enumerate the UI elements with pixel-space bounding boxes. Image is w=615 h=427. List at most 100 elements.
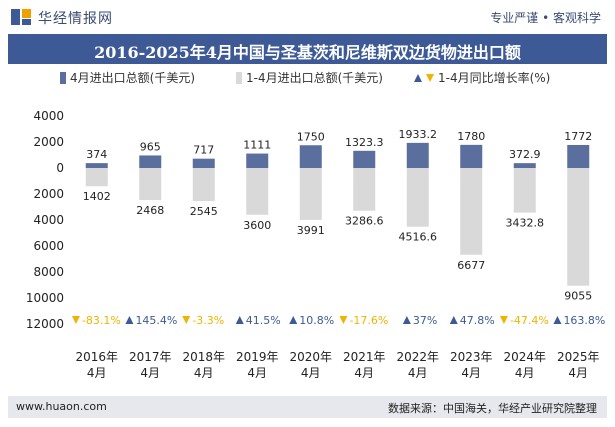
x-tick-label: 2018年 [182, 350, 225, 364]
rate-label: -47.4% [510, 314, 549, 327]
legend-up-triangle-icon [414, 74, 422, 82]
rate-label: 10.8% [299, 314, 334, 327]
bar-jan-apr-label: 9055 [564, 290, 592, 303]
rate-down-triangle-icon [71, 316, 80, 324]
bar-jan-apr-label: 1402 [83, 190, 111, 203]
rate-label: -83.1% [82, 314, 121, 327]
x-tick-label: 4月 [301, 366, 321, 380]
x-tick-label: 2025年 [557, 350, 600, 364]
rate-label: 163.8% [563, 314, 605, 327]
bar-jan-apr [460, 168, 483, 255]
rate-label: 37% [413, 314, 437, 327]
bar-april-label: 717 [193, 144, 214, 157]
y-tick-label: 2000 [33, 135, 64, 149]
bar-april-label: 1323.3 [345, 136, 384, 149]
brand-name[interactable]: 华经情报网 [38, 11, 113, 27]
x-tick-label: 4月 [515, 366, 535, 380]
rate-up-triangle-icon [235, 316, 244, 324]
bar-april [139, 155, 162, 168]
bar-april [246, 153, 269, 168]
top-bar: 华经情报网 专业严谨 • 客观科学 [0, 0, 615, 34]
rate-label: 47.8% [460, 314, 495, 327]
bar-april [567, 144, 590, 168]
bar-jan-apr [406, 168, 429, 227]
legend-label-2: 1-4月进出口总额(千美元) [246, 71, 383, 85]
legend: 4月进出口总额(千美元) 1-4月进出口总额(千美元) 1-4月同比增长率(%) [60, 70, 550, 85]
bar-april-label: 1780 [457, 130, 485, 143]
bar-april [299, 145, 322, 168]
bar-jan-apr-label: 3286.6 [345, 215, 384, 228]
x-tick-label: 2024年 [503, 350, 546, 364]
legend-label-3: 1-4月同比增长率(%) [438, 70, 550, 85]
rate-up-triangle-icon [289, 316, 298, 324]
y-axis: 4000 2000 0 2000 4000 6000 8000 10000 12000 [26, 109, 64, 331]
bar-jan-apr [85, 168, 108, 187]
bar-april [353, 150, 376, 168]
x-tick-label: 2020年 [289, 350, 332, 364]
rate-down-triangle-icon [339, 316, 348, 324]
bar-april [460, 144, 483, 168]
chart: 4月进出口总额(千美元) 1-4月进出口总额(千美元) 1-4月同比增长率(%) 4… [26, 70, 606, 380]
x-tick-label: 4月 [354, 366, 374, 380]
y-tick-label: 6000 [33, 239, 64, 253]
bar-april-label: 965 [140, 140, 161, 153]
bar-jan-apr-label: 6677 [457, 259, 485, 272]
x-tick-label: 2019年 [236, 350, 279, 364]
y-tick-label: 10000 [26, 291, 64, 305]
x-tick-label: 4月 [408, 366, 428, 380]
rate-down-triangle-icon [182, 316, 191, 324]
rate-down-triangle-icon [499, 316, 508, 324]
legend-swatch-2 [236, 72, 242, 84]
rate-label: 41.5% [246, 314, 281, 327]
bar-jan-apr [513, 168, 536, 213]
website-link[interactable]: www.huaon.com [16, 400, 107, 413]
x-tick-label: 2016年 [75, 350, 118, 364]
y-tick-label: 12000 [26, 317, 64, 331]
bar-april-label: 1933.2 [399, 128, 438, 141]
legend-label-1: 4月进出口总额(千美元) [70, 71, 195, 85]
x-tick-label: 4月 [87, 366, 107, 380]
x-tick-label: 2021年 [343, 350, 386, 364]
bar-jan-apr [567, 168, 590, 286]
footer: www.huaon.com 数据来源：中国海关，华经产业研究院整理 [8, 396, 607, 418]
rate-label: 145.4% [135, 314, 177, 327]
huajing-logo-icon [11, 9, 31, 25]
data-source: 数据来源：中国海关，华经产业研究院整理 [388, 402, 597, 415]
bar-april-label: 1111 [243, 139, 271, 152]
bar-jan-apr [299, 168, 322, 220]
y-tick-label: 8000 [33, 265, 64, 279]
legend-down-triangle-icon [426, 74, 434, 82]
x-tick-label: 4月 [568, 366, 588, 380]
growth-rates: -83.1% 145.4% -3.3% 41.5% 10.8% -17.6% 37% 47.8… [71, 314, 605, 327]
bar-jan-apr-label: 2545 [190, 205, 218, 218]
bar-jan-apr-label: 2468 [136, 204, 164, 217]
y-tick-label: 2000 [33, 187, 64, 201]
y-tick-label: 0 [56, 161, 64, 175]
rate-up-triangle-icon [125, 316, 134, 324]
x-tick-label: 2023年 [450, 350, 493, 364]
y-tick-label: 4000 [33, 109, 64, 123]
bar-jan-apr [139, 168, 162, 201]
rate-up-triangle-icon [553, 316, 562, 324]
bar-jan-apr-label: 3991 [297, 224, 325, 237]
bars: 374 1402 965 2468 717 2545 1111 3600 1750 3991 132… [83, 128, 593, 303]
bar-april-label: 374 [86, 148, 107, 161]
bar-jan-apr [353, 168, 376, 211]
title-bar: 2016-2025年4月中国与圣基茨和尼维斯双边货物进出口额 [8, 34, 607, 64]
bar-april [192, 158, 215, 168]
rate-label: -3.3% [192, 314, 224, 327]
x-tick-label: 4月 [247, 366, 267, 380]
chart-title: 2016-2025年4月中国与圣基茨和尼维斯双边货物进出口额 [94, 43, 521, 62]
bar-jan-apr-label: 4516.6 [399, 231, 438, 244]
bar-jan-apr [246, 168, 269, 215]
rate-label: -17.6% [349, 314, 388, 327]
x-tick-label: 2022年 [396, 350, 439, 364]
bar-jan-apr-label: 3600 [243, 219, 271, 232]
tagline: 专业严谨 • 客观科学 [490, 11, 601, 25]
x-tick-label: 4月 [461, 366, 481, 380]
rate-up-triangle-icon [449, 316, 458, 324]
bar-jan-apr-label: 3432.8 [506, 217, 545, 230]
bar-april-label: 1750 [297, 130, 325, 143]
bar-april-label: 372.9 [509, 148, 541, 161]
